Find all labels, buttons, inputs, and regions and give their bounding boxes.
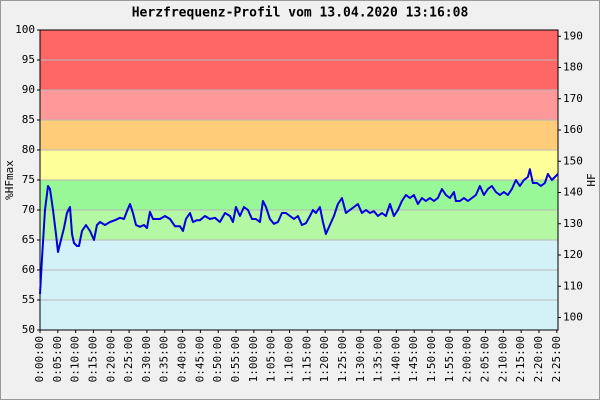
x-tick-label: 1:25:00 — [336, 336, 349, 382]
x-tick-label: 1:05:00 — [265, 336, 278, 382]
x-tick-label: 1:50:00 — [425, 336, 438, 382]
x-tick-label: 0:00:00 — [33, 336, 46, 382]
x-tick-label: 0:10:00 — [69, 336, 82, 382]
heart-rate-line — [39, 168, 559, 295]
x-tick-label: 0:50:00 — [211, 336, 224, 382]
y-tick-label: 70 — [22, 203, 35, 216]
x-tick-label: 2:25:00 — [550, 336, 563, 382]
y2-tick-label: 150 — [563, 154, 583, 167]
y2-tick-label: 180 — [563, 61, 583, 74]
y-tick-label: 65 — [22, 233, 35, 246]
y2-tick-label: 140 — [563, 186, 583, 199]
y-tick-label: 75 — [22, 173, 35, 186]
x-tick-label: 1:20:00 — [318, 336, 331, 382]
zone — [40, 120, 558, 150]
x-tick-label: 2:00:00 — [461, 336, 474, 382]
x-tick-label: 2:05:00 — [479, 336, 492, 382]
y-tick-label: 90 — [22, 83, 35, 96]
y-tick-label: 95 — [22, 53, 35, 66]
chart-title: Herzfrequenz-Profil vom 13.04.2020 13:16… — [132, 6, 469, 21]
zone — [40, 150, 558, 180]
y-tick-label: 80 — [22, 143, 35, 156]
zone — [40, 180, 558, 210]
zone — [40, 240, 558, 330]
y2-tick-label: 110 — [563, 279, 583, 292]
y2-axis-label: HF — [585, 173, 598, 186]
x-tick-label: 2:15:00 — [514, 336, 527, 382]
x-tick-label: 0:55:00 — [229, 336, 242, 382]
plot-border — [39, 29, 559, 331]
y2-tick-label: 170 — [563, 92, 583, 105]
x-tick-label: 1:10:00 — [282, 336, 295, 382]
y-tick-label: 85 — [22, 113, 35, 126]
x-tick-label: 1:30:00 — [354, 336, 367, 382]
y2-tick-label: 130 — [563, 217, 583, 230]
x-tick-label: 2:10:00 — [496, 336, 509, 382]
x-tick-label: 1:15:00 — [300, 336, 313, 382]
y-tick-label: 100 — [15, 23, 35, 36]
zone — [40, 210, 558, 240]
x-tick-label: 0:05:00 — [51, 336, 64, 382]
x-tick-label: 1:35:00 — [372, 336, 385, 382]
x-tick-label: 0:25:00 — [122, 336, 135, 382]
x-tick-label: 1:40:00 — [389, 336, 402, 382]
x-tick-label: 0:30:00 — [140, 336, 153, 382]
y-tick-label: 55 — [22, 293, 35, 306]
x-tick-label: 2:20:00 — [532, 336, 545, 382]
x-tick-label: 1:00:00 — [247, 336, 260, 382]
y2-tick-label: 100 — [563, 311, 583, 324]
y2-tick-label: 190 — [563, 29, 583, 42]
y2-tick-label: 120 — [563, 248, 583, 261]
x-tick-label: 0:40:00 — [176, 336, 189, 382]
y-tick-label: 60 — [22, 263, 35, 276]
x-tick-label: 0:20:00 — [104, 336, 117, 382]
x-tick-label: 0:15:00 — [86, 336, 99, 382]
x-tick-label: 1:45:00 — [407, 336, 420, 382]
x-tick-label: 0:45:00 — [193, 336, 206, 382]
zone — [40, 90, 558, 120]
x-tick-label: 0:35:00 — [158, 336, 171, 382]
y-tick-label: 50 — [22, 323, 35, 336]
y-axis-label: %HFmax — [3, 160, 16, 200]
x-tick-label: 1:55:00 — [443, 336, 456, 382]
y2-tick-label: 160 — [563, 123, 583, 136]
